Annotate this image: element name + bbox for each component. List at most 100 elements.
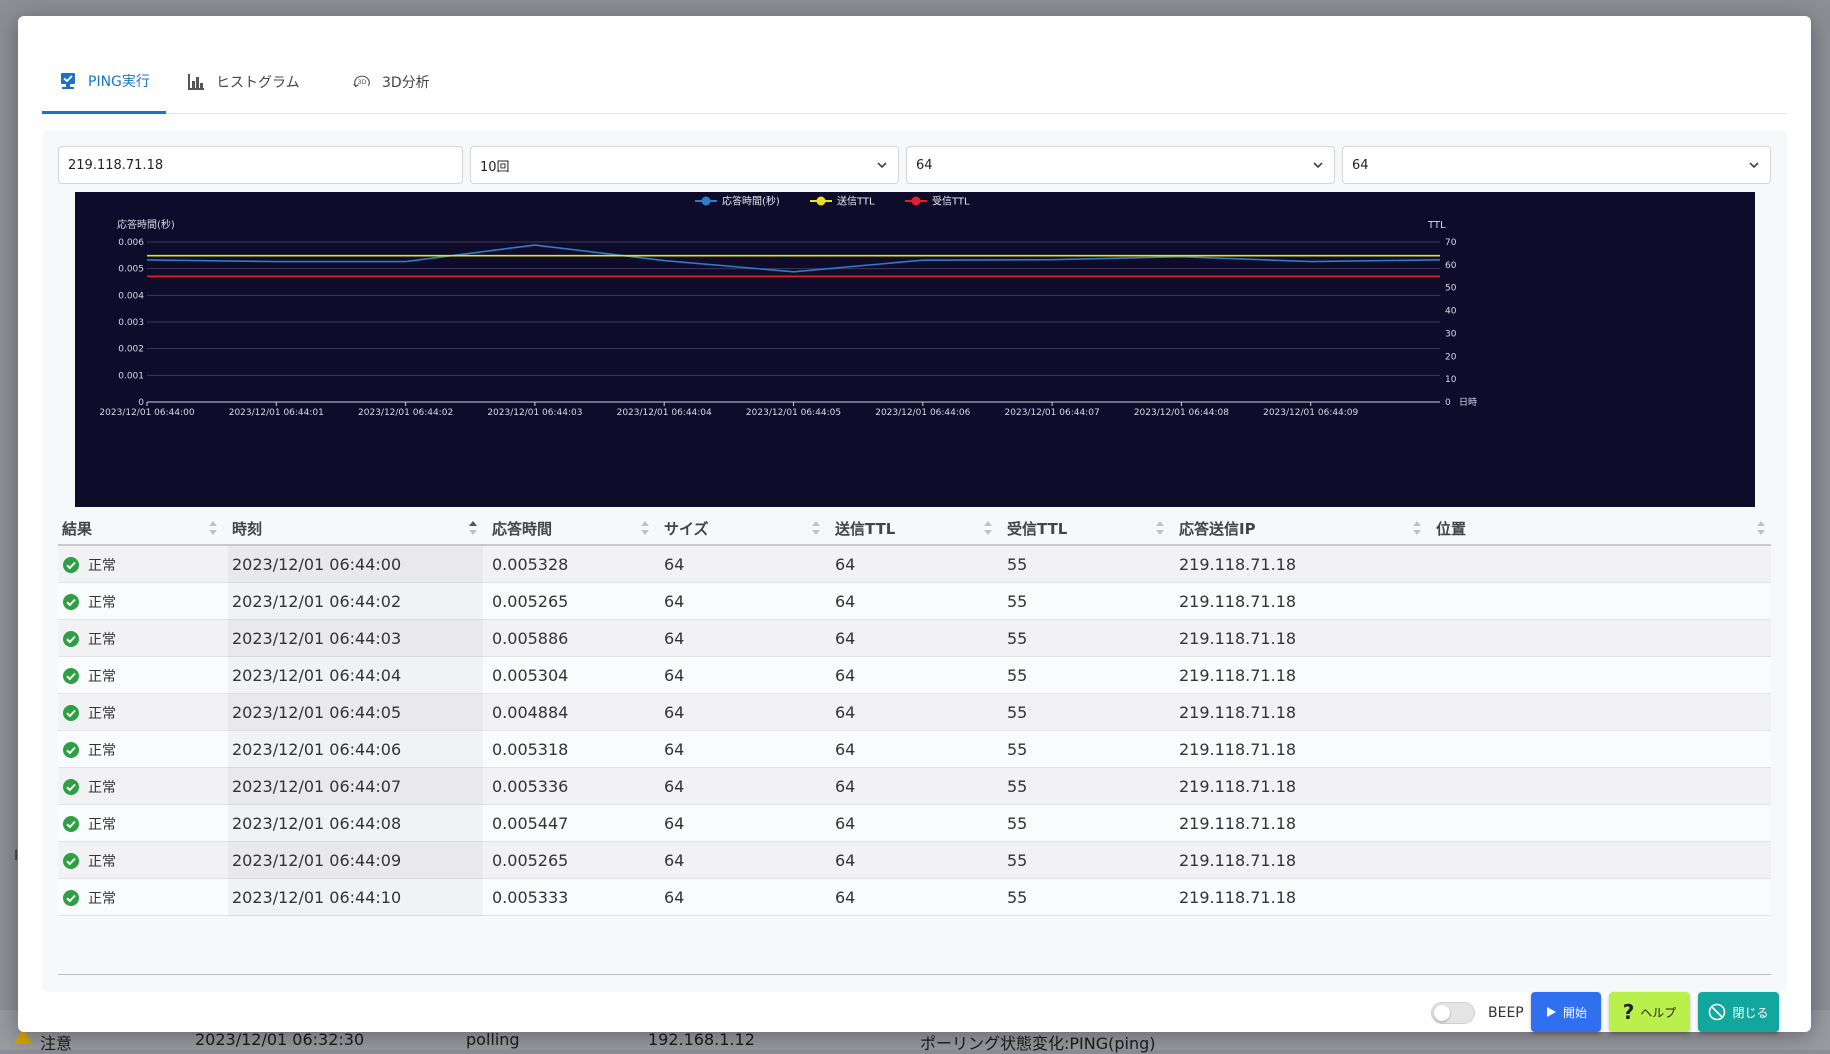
cell-text: 2023/12/01 06:44:08	[232, 814, 402, 833]
table-cell-loc	[1432, 805, 1771, 842]
cell-text: 219.118.71.18	[1179, 555, 1297, 574]
cell-text: 正常	[88, 890, 116, 907]
sort-icon[interactable]	[469, 521, 477, 535]
table-cell-ip: 219.118.71.18	[1175, 583, 1427, 620]
x-tick-label: 2023/12/01 06:44:03	[487, 408, 582, 418]
table-row[interactable]: 正常 2023/12/01 06:44:07 0.005336 64 64 55 219.1…	[58, 768, 1771, 805]
column-header-label: 受信TTL	[1007, 519, 1068, 538]
cell-text: 55	[1007, 740, 1028, 759]
table-cell-time: 2023/12/01 06:44:05	[228, 694, 483, 731]
column-header[interactable]: 時刻	[228, 510, 483, 546]
check-circle-icon	[63, 741, 79, 758]
y-right-tick-label: 60	[1445, 261, 1457, 271]
cell-text: 64	[664, 592, 685, 611]
column-header[interactable]: 送信TTL	[831, 510, 998, 546]
close-button[interactable]: 閉じる	[1698, 992, 1779, 1032]
bg-row-ip: 192.168.1.12	[648, 1030, 755, 1049]
cell-text: 64	[664, 814, 685, 833]
table-cell-rttl: 55	[1003, 731, 1170, 768]
table-cell-rtt: 0.005336	[488, 768, 655, 805]
y-left-tick-label: 0.003	[118, 318, 144, 328]
table-cell-size: 64	[660, 842, 826, 879]
count-select[interactable]: 10回	[470, 146, 899, 184]
y-right-tick-label: 70	[1445, 238, 1457, 248]
cell-text: 55	[1007, 888, 1028, 907]
legend-marker	[911, 196, 921, 206]
y-left-tick-label: 0.006	[118, 238, 144, 248]
table-cell-loc	[1432, 546, 1771, 583]
y-right-tick-label: 0	[1445, 398, 1451, 408]
table-cell-ip: 219.118.71.18	[1175, 842, 1427, 879]
ttl-select[interactable]: 64	[1342, 146, 1771, 184]
column-header[interactable]: 応答時間	[488, 510, 655, 546]
sort-icon[interactable]	[1757, 521, 1765, 535]
cell-text: 2023/12/01 06:44:00	[232, 555, 402, 574]
target-ip-value[interactable]	[68, 157, 453, 173]
cell-text: 55	[1007, 777, 1028, 796]
table-row[interactable]: 正常 2023/12/01 06:44:02 0.005265 64 64 55 219.1…	[58, 583, 1771, 620]
x-tick-label: 2023/12/01 06:44:05	[746, 408, 841, 418]
sort-icon[interactable]	[812, 521, 820, 535]
table-cell-loc	[1432, 842, 1771, 879]
tab-ping-label: PING実行	[88, 73, 150, 90]
table-cell-rttl: 55	[1003, 694, 1170, 731]
column-header[interactable]: 結果	[58, 510, 223, 546]
x-axis-title: 日時	[1459, 397, 1477, 408]
cell-text: 64	[835, 814, 856, 833]
table-cell-size: 64	[660, 583, 826, 620]
column-header-label: 時刻	[232, 519, 263, 538]
table-cell-loc	[1432, 583, 1771, 620]
table-cell-time: 2023/12/01 06:44:08	[228, 805, 483, 842]
target-ip-input[interactable]	[58, 146, 463, 184]
table-cell-ip: 219.118.71.18	[1175, 657, 1427, 694]
column-header[interactable]: 応答送信IP	[1175, 510, 1427, 546]
table-row[interactable]: 正常 2023/12/01 06:44:08 0.005447 64 64 55 219.1…	[58, 805, 1771, 842]
ttl-select-value: 64	[1352, 157, 1369, 173]
column-header-label: 位置	[1436, 519, 1467, 538]
tab-3d[interactable]: 3D 3D分析	[336, 50, 446, 114]
table-row[interactable]: 正常 2023/12/01 06:44:05 0.004884 64 64 55 219.1…	[58, 694, 1771, 731]
column-header[interactable]: サイズ	[660, 510, 826, 546]
table-cell-time: 2023/12/01 06:44:09	[228, 842, 483, 879]
cell-text: 2023/12/01 06:44:06	[232, 740, 402, 759]
table-row[interactable]: 正常 2023/12/01 06:44:06 0.005318 64 64 55 219.1…	[58, 731, 1771, 768]
sort-icon[interactable]	[1156, 521, 1164, 535]
sort-icon[interactable]	[641, 521, 649, 535]
table-row[interactable]: 正常 2023/12/01 06:44:04 0.005304 64 64 55 219.1…	[58, 657, 1771, 694]
column-header[interactable]: 受信TTL	[1003, 510, 1170, 546]
tab-histogram[interactable]: ヒストグラム	[170, 50, 316, 114]
chevron-down-icon	[877, 162, 887, 169]
start-button[interactable]: 開始	[1531, 992, 1601, 1032]
table-cell-size: 64	[660, 731, 826, 768]
x-tick-label: 2023/12/01 06:44:04	[617, 408, 712, 418]
table-row[interactable]: 正常 2023/12/01 06:44:10 0.005333 64 64 55 219.1…	[58, 879, 1771, 916]
sort-icon[interactable]	[1413, 521, 1421, 535]
cell-text: 55	[1007, 555, 1028, 574]
sort-icon[interactable]	[984, 521, 992, 535]
beep-label: BEEP	[1488, 1005, 1524, 1021]
question-icon: ?	[1622, 1000, 1635, 1024]
table-row[interactable]: 正常 2023/12/01 06:44:03 0.005886 64 64 55 219.1…	[58, 620, 1771, 657]
y-right-tick-label: 40	[1445, 307, 1457, 317]
tab-ping[interactable]: PING実行	[42, 50, 166, 114]
table-row[interactable]: 正常 2023/12/01 06:44:00 0.005328 64 64 55 219.1…	[58, 546, 1771, 583]
sort-icon[interactable]	[209, 521, 217, 535]
cell-text: 0.005333	[492, 888, 569, 907]
bg-row-time: 2023/12/01 06:32:30	[195, 1030, 365, 1049]
help-button[interactable]: ? ヘルプ	[1609, 992, 1690, 1032]
table-row[interactable]: 正常 2023/12/01 06:44:09 0.005265 64 64 55 219.1…	[58, 842, 1771, 879]
cell-text: 55	[1007, 666, 1028, 685]
ping-chart: 0 0.001 0.002 0.003 0.004 0.005 0.006 0 10 20 30 40…	[75, 192, 1755, 507]
check-circle-icon	[63, 556, 79, 573]
cell-text: 0.005328	[492, 555, 569, 574]
dialog-footer: BEEP 開始 ? ヘルプ 閉じる	[18, 992, 1811, 1032]
column-header[interactable]: 位置	[1432, 510, 1771, 546]
legend-marker	[816, 196, 826, 206]
result-table: 結果 時刻 応答時間 サイズ 送信TTL 受信TTL 応答送信IP 位置 正常 2023/12/…	[58, 510, 1771, 916]
table-cell-result: 正常	[58, 768, 223, 805]
size-select[interactable]: 64	[906, 146, 1335, 184]
beep-toggle[interactable]	[1431, 1002, 1475, 1024]
table-cell-rtt: 0.005265	[488, 583, 655, 620]
table-body: 正常 2023/12/01 06:44:00 0.005328 64 64 55 219.1…	[58, 546, 1771, 916]
cell-text: 64	[835, 629, 856, 648]
